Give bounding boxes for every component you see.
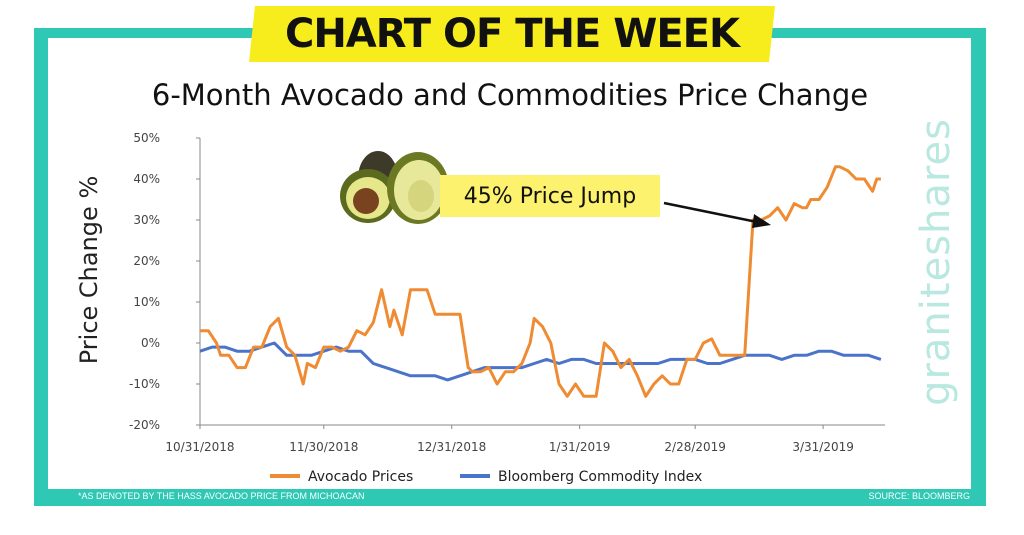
callout-arrow [663,201,771,228]
y-tick-label: 20% [133,254,160,268]
y-tick-label: 10% [133,295,160,309]
avocado-image [340,151,449,224]
legend-bloomberg-label: Bloomberg Commodity Index [498,469,702,485]
chart-of-the-week-banner: CHART OF THE WEEK [284,11,740,57]
price-jump-callout: 45% Price Jump [440,175,660,217]
y-axis-label: Price Change % [75,176,103,365]
y-tick-label: -10% [129,377,160,391]
x-tick-label: 3/31/2019 [792,440,854,454]
x-tick-label: 1/31/2019 [549,440,611,454]
y-tick-label: 30% [133,213,160,227]
x-tick-label: 11/30/2018 [289,440,358,454]
legend: Avocado Prices Bloomberg Commodity Index [270,469,702,485]
y-tick-label: 40% [133,172,160,186]
chart-title: 6-Month Avocado and Commodities Price Ch… [151,78,869,112]
x-tick-label: 2/28/2019 [664,440,726,454]
footnote: *AS DENOTED BY THE HASS AVOCADO PRICE FR… [78,491,365,501]
axes: -20% -10% 0% 10% 20% 30% 40% 50% 10/31/2018 11/30… [129,131,885,454]
y-tick-label: 50% [133,131,160,145]
x-tick-label: 12/31/2018 [417,440,486,454]
y-tick-label: 0% [141,336,160,350]
y-tick-label: -20% [129,418,160,432]
source-note: SOURCE: BLOOMBERG [868,491,970,501]
series-line-avocado-prices [200,165,881,398]
x-tick-label: 10/31/2018 [165,440,234,454]
series-line-bloomberg-commodity-index [199,341,882,382]
legend-avocado-label: Avocado Prices [308,469,413,485]
graniteshares-logo: graniteshares [913,118,959,406]
series-layer [199,165,882,398]
chart-panel [48,38,971,489]
